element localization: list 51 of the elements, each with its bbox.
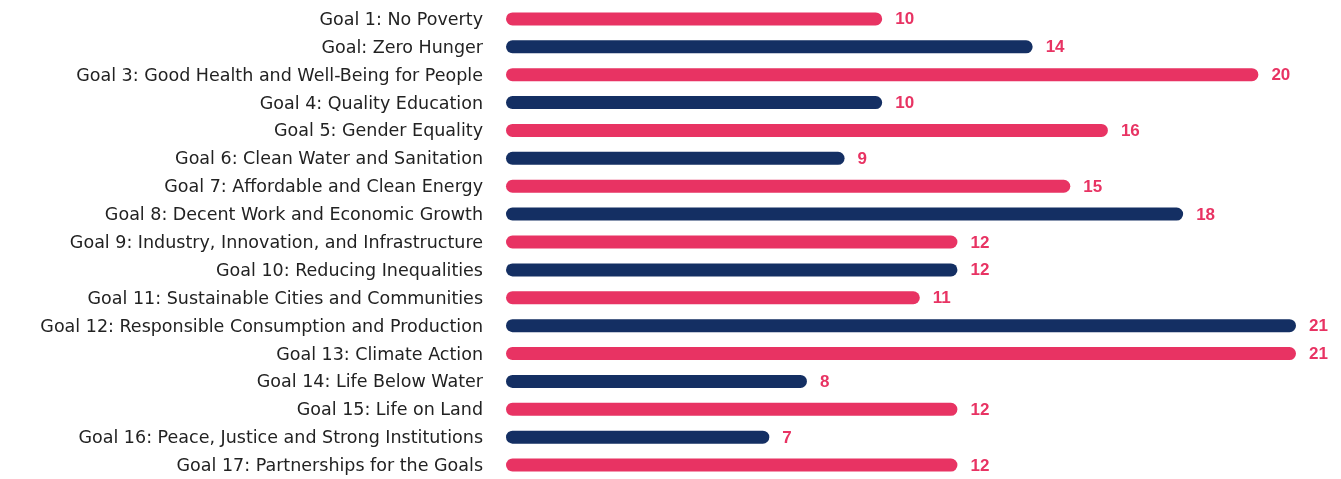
bar <box>506 96 883 110</box>
bar <box>506 347 1296 361</box>
y-tick-label: Goal 14: Life Below Water <box>256 371 484 392</box>
bar <box>506 402 958 416</box>
y-tick-label: Goal 15: Life on Land <box>296 399 483 420</box>
y-tick-label: Goal 1: No Poverty <box>319 8 483 29</box>
bar <box>506 151 845 165</box>
data-label: 18 <box>1196 204 1216 224</box>
y-tick-label: Goal 17: Partnerships for the Goals <box>176 455 483 476</box>
bar <box>506 430 770 444</box>
bar <box>506 235 958 249</box>
data-label: 8 <box>819 371 830 391</box>
bar <box>506 458 958 472</box>
data-label: 16 <box>1120 120 1140 140</box>
data-label: 7 <box>782 427 792 447</box>
y-tick-label: Goal 16: Peace, Justice and Strong Institutions <box>78 427 483 448</box>
data-label: 12 <box>970 232 990 252</box>
bar <box>506 291 920 305</box>
bar <box>506 40 1033 54</box>
y-tick-label: Goal 8: Decent Work and Economic Growth <box>104 204 483 225</box>
y-tick-label: Goal 7: Affordable and Clean Energy <box>164 176 483 197</box>
y-tick-label: Goal 6: Clean Water and Sanitation <box>175 148 483 169</box>
bar <box>506 207 1184 221</box>
data-label: 11 <box>932 288 951 308</box>
data-label: 9 <box>857 148 868 168</box>
bar <box>506 123 1108 137</box>
y-tick-label: Goal 3: Good Health and Well-Being for People <box>76 64 483 85</box>
bar <box>506 68 1259 82</box>
y-tick-label: Goal: Zero Hunger <box>321 36 484 57</box>
data-label: 10 <box>895 9 915 29</box>
y-tick-label: Goal 10: Reducing Inequalities <box>215 259 483 280</box>
y-tick-label: Goal 9: Industry, Innovation, and Infrastructure <box>69 232 483 252</box>
data-label: 15 <box>1083 176 1103 196</box>
data-label: 20 <box>1271 65 1291 85</box>
data-label: 21 <box>1309 316 1328 336</box>
bar <box>506 319 1296 333</box>
bar <box>506 179 1071 193</box>
bar <box>506 263 958 277</box>
bar <box>506 12 883 26</box>
data-label: 12 <box>970 260 990 280</box>
bar <box>506 374 807 388</box>
data-label: 10 <box>895 93 915 113</box>
data-label: 14 <box>1045 37 1066 57</box>
data-label: 21 <box>1309 344 1328 364</box>
y-tick-label: Goal 5: Gender Equality <box>274 120 483 141</box>
y-tick-label: Goal 12: Responsible Consumption and Production <box>40 315 483 336</box>
y-tick-label: Goal 13: Climate Action <box>276 343 483 364</box>
data-label: 12 <box>970 455 990 475</box>
y-tick-label: Goal 4: Quality Education <box>259 92 483 113</box>
data-label: 12 <box>970 399 990 419</box>
y-tick-label: Goal 11: Sustainable Cities and Communities <box>87 287 483 308</box>
